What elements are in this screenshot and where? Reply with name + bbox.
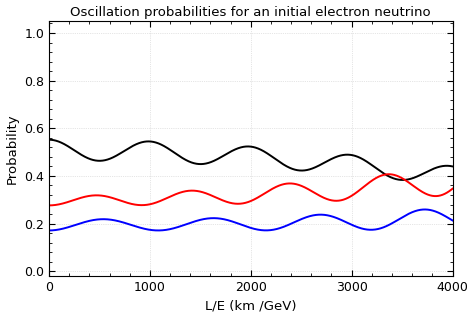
Title: Oscillation probabilities for an initial electron neutrino: Oscillation probabilities for an initial…: [71, 5, 431, 18]
X-axis label: L/E (km /GeV): L/E (km /GeV): [205, 300, 297, 313]
Y-axis label: Probability: Probability: [6, 113, 18, 184]
